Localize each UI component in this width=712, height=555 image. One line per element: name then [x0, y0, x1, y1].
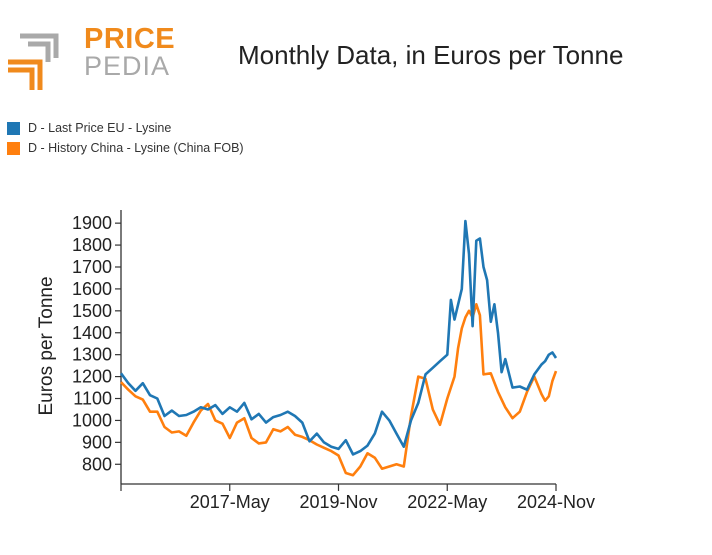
legend-swatch-eu: [7, 121, 20, 135]
series-layer: [119, 219, 558, 477]
logo-text-pedia: PEDIA: [84, 51, 171, 81]
logo-text-price: PRICE: [84, 23, 176, 55]
y-axis-label: Euros per Tonne: [36, 276, 57, 415]
series-line-china: [120, 303, 558, 477]
y-tick-label: 1600: [72, 279, 112, 299]
y-tick-label: 1300: [72, 345, 112, 365]
series-line-eu: [119, 219, 558, 456]
legend-label-eu: D - Last Price EU - Lysine: [28, 121, 172, 135]
x-tick-label: 2019-Nov: [299, 492, 377, 512]
legend-item-china[interactable]: D - History China - Lysine (China FOB): [7, 138, 244, 158]
y-tick-label: 1700: [72, 257, 112, 277]
y-tick-label: 900: [82, 432, 112, 452]
y-tick-label: 1400: [72, 323, 112, 343]
logo-mark-icon: [8, 33, 59, 90]
y-tick-label: 1200: [72, 367, 112, 387]
y-tick-label: 1000: [72, 410, 112, 430]
chart-legend: D - Last Price EU - Lysine D - History C…: [7, 118, 244, 158]
y-tick-label: 1100: [73, 389, 112, 409]
x-axis: 2017-May 2019-Nov 2022-May 2024-Nov: [120, 483, 595, 512]
y-tick-label: 1900: [72, 213, 112, 233]
y-tick-label: 800: [82, 454, 112, 474]
legend-label-china: D - History China - Lysine (China FOB): [28, 141, 244, 155]
legend-item-eu[interactable]: D - Last Price EU - Lysine: [7, 118, 244, 138]
pricepedia-logo: PRICE PEDIA: [6, 24, 175, 94]
x-tick-label: 2022-May: [407, 492, 487, 512]
x-tick-label: 2024-Nov: [517, 492, 595, 512]
x-tick-label: 2017-May: [190, 492, 270, 512]
y-tick-label: 1800: [72, 235, 112, 255]
y-axis: 8009001000110012001300140015001600170018…: [72, 210, 122, 484]
legend-swatch-china: [7, 141, 20, 155]
chart-title: Monthly Data, in Euros per Tonne: [238, 40, 624, 70]
y-tick-label: 1500: [72, 301, 112, 321]
